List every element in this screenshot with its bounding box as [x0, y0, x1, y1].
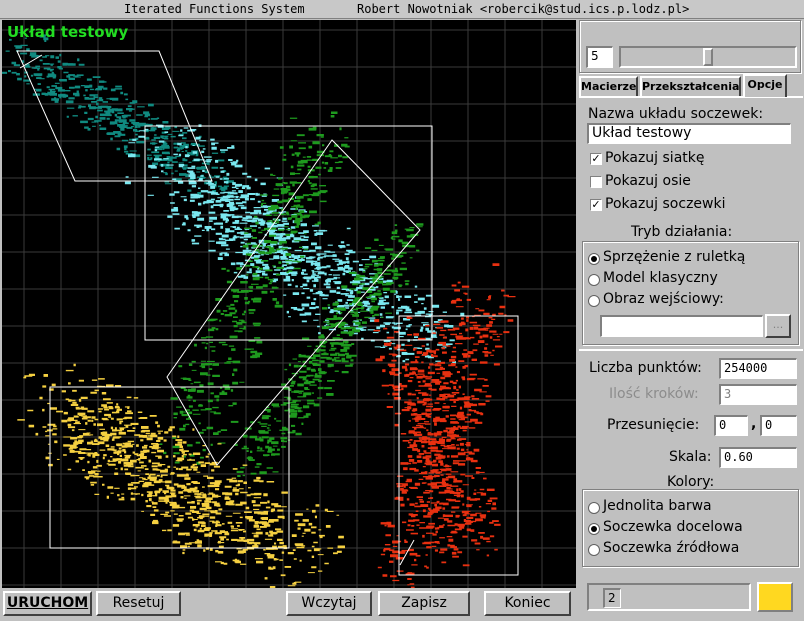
mode-roulette-radio[interactable] [588, 253, 600, 265]
lens-count-field[interactable]: 5 [586, 46, 613, 68]
lens-count-group [579, 20, 801, 73]
lens-points [234, 223, 424, 477]
system-name-overlay: Układ testowy [7, 23, 129, 41]
tab-transformations[interactable]: Przekształcenia [640, 76, 741, 96]
lens-frame [16, 50, 213, 182]
color-uniform-radio[interactable] [588, 502, 600, 514]
title-bar: Iterated Functions System Robert Nowotni… [0, 0, 804, 19]
scale-input[interactable]: 0.60 [719, 447, 797, 468]
reset-button[interactable]: Resetuj [96, 591, 181, 616]
mode-group [582, 241, 799, 345]
lens-color-swatch[interactable] [757, 582, 793, 612]
browse-button[interactable]: ... [765, 314, 791, 338]
tab-matrices[interactable]: Macierze [579, 76, 638, 96]
lens-point-cloud [373, 316, 501, 567]
app-title: Iterated Functions System [124, 2, 305, 16]
mode-input-label: Obraz wejściowy: [603, 291, 724, 307]
lens-points [377, 263, 516, 588]
steps-input: 3 [719, 384, 797, 405]
tab-divider [579, 96, 803, 98]
tab-options[interactable]: Opcje [743, 74, 787, 97]
mode-classic-radio[interactable] [588, 274, 600, 286]
colors-title: Kolory: [667, 474, 715, 490]
lens-selector[interactable]: 2 [587, 583, 751, 611]
lens-point-cloud [377, 263, 516, 588]
shift-label: Przesunięcie: [607, 417, 700, 433]
grid-lines [2, 20, 576, 588]
lens-points [184, 182, 465, 364]
shift-x-input[interactable]: 0 [714, 415, 748, 436]
steps-label: Ilość kroków: [609, 386, 699, 402]
lens-frame [49, 386, 290, 549]
section-divider [579, 349, 803, 351]
points-input[interactable]: 254000 [719, 358, 797, 379]
lens-point-cloud [184, 182, 465, 364]
mode-roulette-label: Sprzężenie z ruletką [603, 249, 746, 265]
lens-points [28, 390, 287, 570]
show-lenses-checkbox[interactable]: ✓ [590, 198, 602, 211]
lens-point-cloud [234, 223, 424, 477]
colors-group [582, 489, 799, 567]
mode-classic-label: Model klasyczny [603, 270, 718, 286]
color-source-radio[interactable] [588, 544, 600, 556]
ifs-canvas[interactable]: Układ testowy [2, 20, 576, 588]
load-button[interactable]: Wczytaj [286, 591, 372, 616]
lens-count-slider[interactable] [619, 46, 797, 68]
lens-point-cloud [28, 390, 287, 570]
lens-frames [16, 50, 519, 576]
lens-point-cloud [2, 32, 234, 198]
lens-frame [398, 315, 519, 576]
color-source-label: Soczewka źródłowa [603, 540, 740, 556]
lens-frame [166, 139, 421, 466]
shift-separator: , [751, 416, 757, 432]
input-image-field[interactable] [600, 315, 763, 337]
points-label: Liczba punktów: [589, 360, 702, 376]
lens-orientation-mark [19, 54, 43, 69]
mode-title: Tryb działania: [631, 224, 733, 240]
lens-orientation-mark [399, 539, 415, 566]
mode-input-radio[interactable] [588, 295, 600, 307]
color-target-label: Soczewka docelowa [603, 519, 743, 535]
show-grid-label: Pokazuj siatkę [605, 150, 705, 166]
shift-y-input[interactable]: 0 [760, 415, 797, 436]
system-name-input[interactable]: Układ testowy [587, 123, 791, 144]
fractal-plot [2, 20, 576, 588]
lens-points [159, 111, 350, 465]
control-panel: 5 Macierze Przekształcenia Opcje Nazwa u… [579, 20, 803, 618]
show-axes-label: Pokazuj osie [605, 173, 691, 189]
lens-points [373, 316, 501, 567]
color-target-radio[interactable] [588, 523, 600, 535]
author-info: Robert Nowotniak <robercik@stud.ics.p.lo… [357, 2, 690, 16]
slider-thumb[interactable] [703, 48, 713, 66]
lens-point-cloud [159, 111, 350, 465]
show-axes-checkbox[interactable] [590, 176, 602, 188]
fractal-points [2, 32, 516, 588]
name-label: Nazwa układu soczewek: [588, 106, 764, 122]
quit-button[interactable]: Koniec [484, 591, 571, 616]
color-uniform-label: Jednolita barwa [603, 498, 712, 514]
lens-frame [144, 125, 433, 341]
lens-points [2, 32, 234, 198]
lens-points [124, 124, 392, 335]
save-button[interactable]: Zapisz [378, 591, 470, 616]
show-lenses-label: Pokazuj soczewki [605, 196, 726, 212]
lens-selector-value[interactable]: 2 [603, 588, 621, 608]
show-grid-checkbox[interactable]: ✓ [590, 152, 602, 165]
scale-label: Skala: [669, 449, 712, 465]
lens-point-cloud [124, 124, 392, 335]
run-button[interactable]: URUCHOM [3, 591, 92, 616]
